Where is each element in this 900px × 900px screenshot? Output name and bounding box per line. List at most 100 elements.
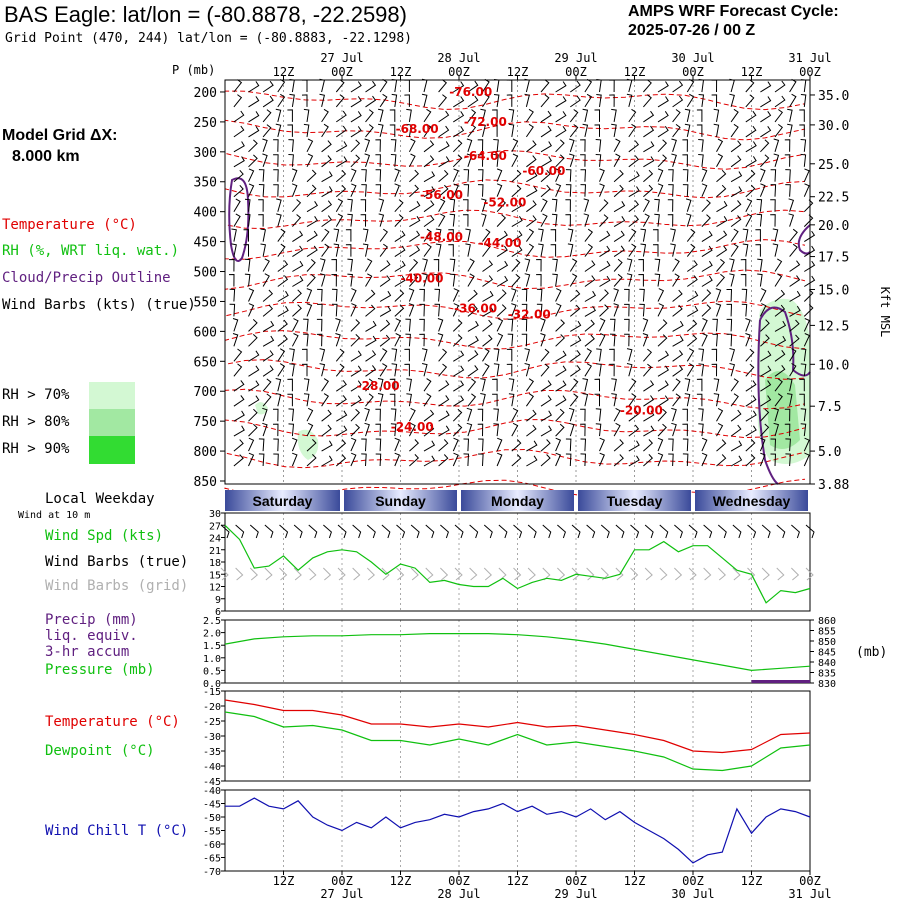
wind-barb: [716, 138, 724, 153]
wind-barb: [729, 273, 735, 287]
wind-barb: [584, 319, 595, 332]
wind-barb: [438, 169, 449, 183]
wind-barb: [453, 111, 465, 123]
temperature-contour: [224, 119, 806, 141]
wind-barb: [540, 198, 548, 212]
wind-barb: [419, 303, 425, 317]
wind-barb: [467, 335, 479, 347]
wind-barb: [789, 243, 798, 257]
date-label-bottom: 28 Jul: [437, 887, 480, 900]
wind-barb: [233, 454, 244, 467]
wind-barb: [652, 229, 659, 242]
wind-barb: [437, 333, 444, 347]
wind-barb: [408, 153, 416, 168]
wind-barb: [569, 304, 581, 317]
wind-barb: [682, 408, 688, 422]
wind-barb: [524, 348, 531, 362]
wind-barb: [672, 124, 681, 138]
wind-barb: [287, 109, 293, 122]
wind-barb: [613, 169, 624, 183]
y-tick-label: 1.5: [203, 641, 221, 652]
wind-barb: [580, 408, 586, 422]
y-tick-label: -65: [203, 854, 221, 865]
wind-barb: [276, 213, 282, 227]
wind-barb: [785, 438, 791, 452]
wind-barb: [438, 425, 450, 437]
wind-barb: [730, 171, 743, 183]
wind-barb: [760, 111, 772, 123]
wind-barb: [701, 183, 708, 197]
pressure-tick-label: 800: [194, 445, 217, 460]
wind-barb: [800, 408, 807, 422]
weekday-cell: [578, 490, 691, 511]
wind-barb: [682, 423, 688, 437]
wind-barb: [755, 244, 761, 257]
wind-barb: [745, 94, 755, 108]
wind-barb-grid: [279, 567, 288, 581]
wind-barb: [613, 245, 625, 258]
wind-barb: [682, 139, 688, 152]
wind-barb: [745, 439, 756, 452]
wind-barb: [624, 303, 630, 317]
cross-section-panel: -76.00 -72.00 -68.00 -64.00 -60.00 -56.00 -52.…: [172, 51, 892, 500]
wind-barb: [511, 288, 517, 302]
cloud-outline: [228, 177, 250, 262]
wind-barb: [303, 393, 310, 407]
wind-barb: [477, 184, 484, 197]
wind-barb: [345, 244, 352, 257]
date-label-bottom: 29 Jul: [554, 887, 597, 900]
time-tick-label-top: 00Z: [331, 65, 353, 79]
wind-barb: [642, 318, 649, 332]
wind-barb: [657, 437, 664, 452]
wind-barb: [684, 123, 691, 138]
wind-barb-true: [366, 524, 376, 539]
wind-barb: [422, 273, 428, 287]
wind-barb: [569, 109, 579, 123]
wind-barb-true: [747, 524, 757, 539]
wind-barb: [262, 258, 270, 272]
wind-barb: [423, 393, 432, 407]
wind-barb: [423, 409, 435, 422]
wind-barb: [452, 183, 459, 197]
wind-barb: [599, 304, 609, 317]
legend-wind-barbs: Wind Barbs (kts) (true): [2, 297, 196, 313]
wind-barb: [569, 258, 578, 272]
wind-barb: [467, 320, 479, 332]
wind-barb: [321, 155, 332, 168]
wind-barb: [626, 78, 633, 93]
wind-barb: [536, 303, 543, 317]
wind-barb-grid: [732, 567, 741, 581]
wind-barb: [375, 169, 382, 182]
rh80-area: [765, 371, 800, 449]
wind-barb: [389, 124, 396, 137]
wind-barb: [365, 304, 376, 317]
wind-barb: [317, 303, 323, 317]
weekday-cell: [695, 490, 808, 511]
wind-barb: [741, 303, 748, 317]
wind-barb: [800, 363, 807, 377]
y-tick-label: -40: [203, 786, 221, 797]
wind-barb: [760, 319, 770, 332]
wind-barb: [301, 348, 308, 362]
wind-barb: [555, 154, 565, 168]
wind-barb: [787, 123, 793, 138]
wind-barb: [729, 348, 736, 362]
wind-barb: [248, 380, 260, 392]
wind-barb: [770, 169, 777, 182]
wind-barb: [289, 93, 295, 107]
wind-barb-true: [805, 524, 815, 539]
y-tick-label: 1.0: [203, 654, 221, 665]
wind-barb: [404, 348, 410, 362]
wind-barb: [613, 439, 624, 452]
wind-barb: [277, 243, 286, 257]
wind-barb: [404, 94, 410, 107]
wind-barb: [540, 110, 552, 123]
wind-barb: [555, 288, 562, 302]
wind-barb: [774, 95, 786, 108]
wind-barb: [521, 303, 528, 317]
wind-barb: [292, 245, 304, 258]
wind-barb: [657, 408, 667, 422]
wind-barb: [406, 123, 412, 137]
wind-barb-true: [410, 524, 420, 539]
wind-barb: [686, 334, 698, 347]
